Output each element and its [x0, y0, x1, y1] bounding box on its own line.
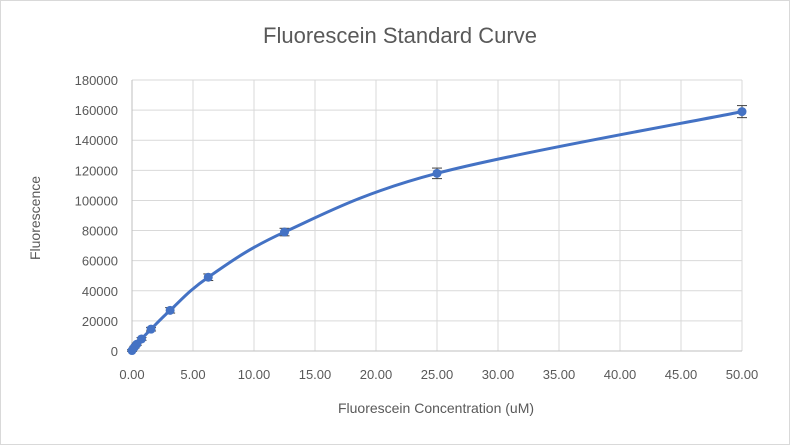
x-tick-label: 10.00 [238, 367, 271, 382]
data-points [127, 107, 747, 356]
y-tick-label: 120000 [75, 163, 118, 178]
x-tick-label: 45.00 [665, 367, 698, 382]
data-point [165, 305, 175, 315]
x-tick-label: 0.00 [119, 367, 144, 382]
data-point [137, 334, 147, 344]
y-tick-label: 180000 [75, 73, 118, 88]
x-tick-label: 20.00 [360, 367, 393, 382]
x-tick-label: 50.00 [726, 367, 759, 382]
gridlines [132, 79, 743, 351]
x-tick-labels: 0.00 5.00 10.00 15.00 20.00 25.00 30.00 35.00 40… [119, 367, 758, 382]
x-tick-label: 15.00 [299, 367, 332, 382]
x-tick-label: 30.00 [482, 367, 515, 382]
data-point [203, 272, 213, 282]
y-tick-label: 160000 [75, 103, 118, 118]
data-point [737, 107, 747, 117]
y-tick-label: 0 [111, 344, 118, 359]
y-tick-label: 80000 [82, 224, 118, 239]
y-tick-label: 40000 [82, 284, 118, 299]
y-tick-label: 140000 [75, 133, 118, 148]
y-tick-label: 60000 [82, 254, 118, 269]
x-tick-label: 35.00 [543, 367, 576, 382]
axes [131, 80, 742, 352]
data-point [146, 324, 156, 334]
chart-title: Fluorescein Standard Curve [263, 23, 537, 48]
y-tick-label: 20000 [82, 314, 118, 329]
x-tick-label: 5.00 [180, 367, 205, 382]
x-axis-label: Fluorescein Concentration (uM) [338, 400, 534, 416]
x-tick-label: 40.00 [604, 367, 637, 382]
y-axis-label: Fluorescence [27, 176, 43, 260]
y-tick-label: 100000 [75, 193, 118, 208]
data-point [432, 168, 442, 178]
y-tick-labels: 0 20000 40000 60000 80000 100000 120000 140000 1… [75, 73, 118, 359]
x-tick-label: 25.00 [421, 367, 454, 382]
data-point [280, 227, 289, 237]
